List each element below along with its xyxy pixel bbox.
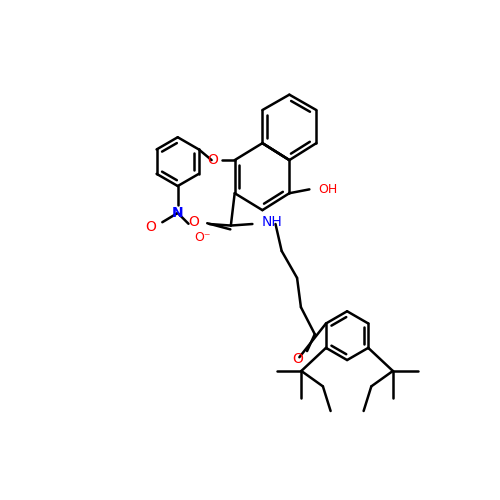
Text: O⁻: O⁻ [194,232,211,244]
Text: O: O [207,153,218,167]
Text: OH: OH [318,183,338,196]
Text: N: N [172,206,184,220]
Text: O: O [146,220,156,234]
Text: O: O [188,214,200,228]
Text: NH: NH [262,214,282,228]
Text: O: O [292,352,303,366]
